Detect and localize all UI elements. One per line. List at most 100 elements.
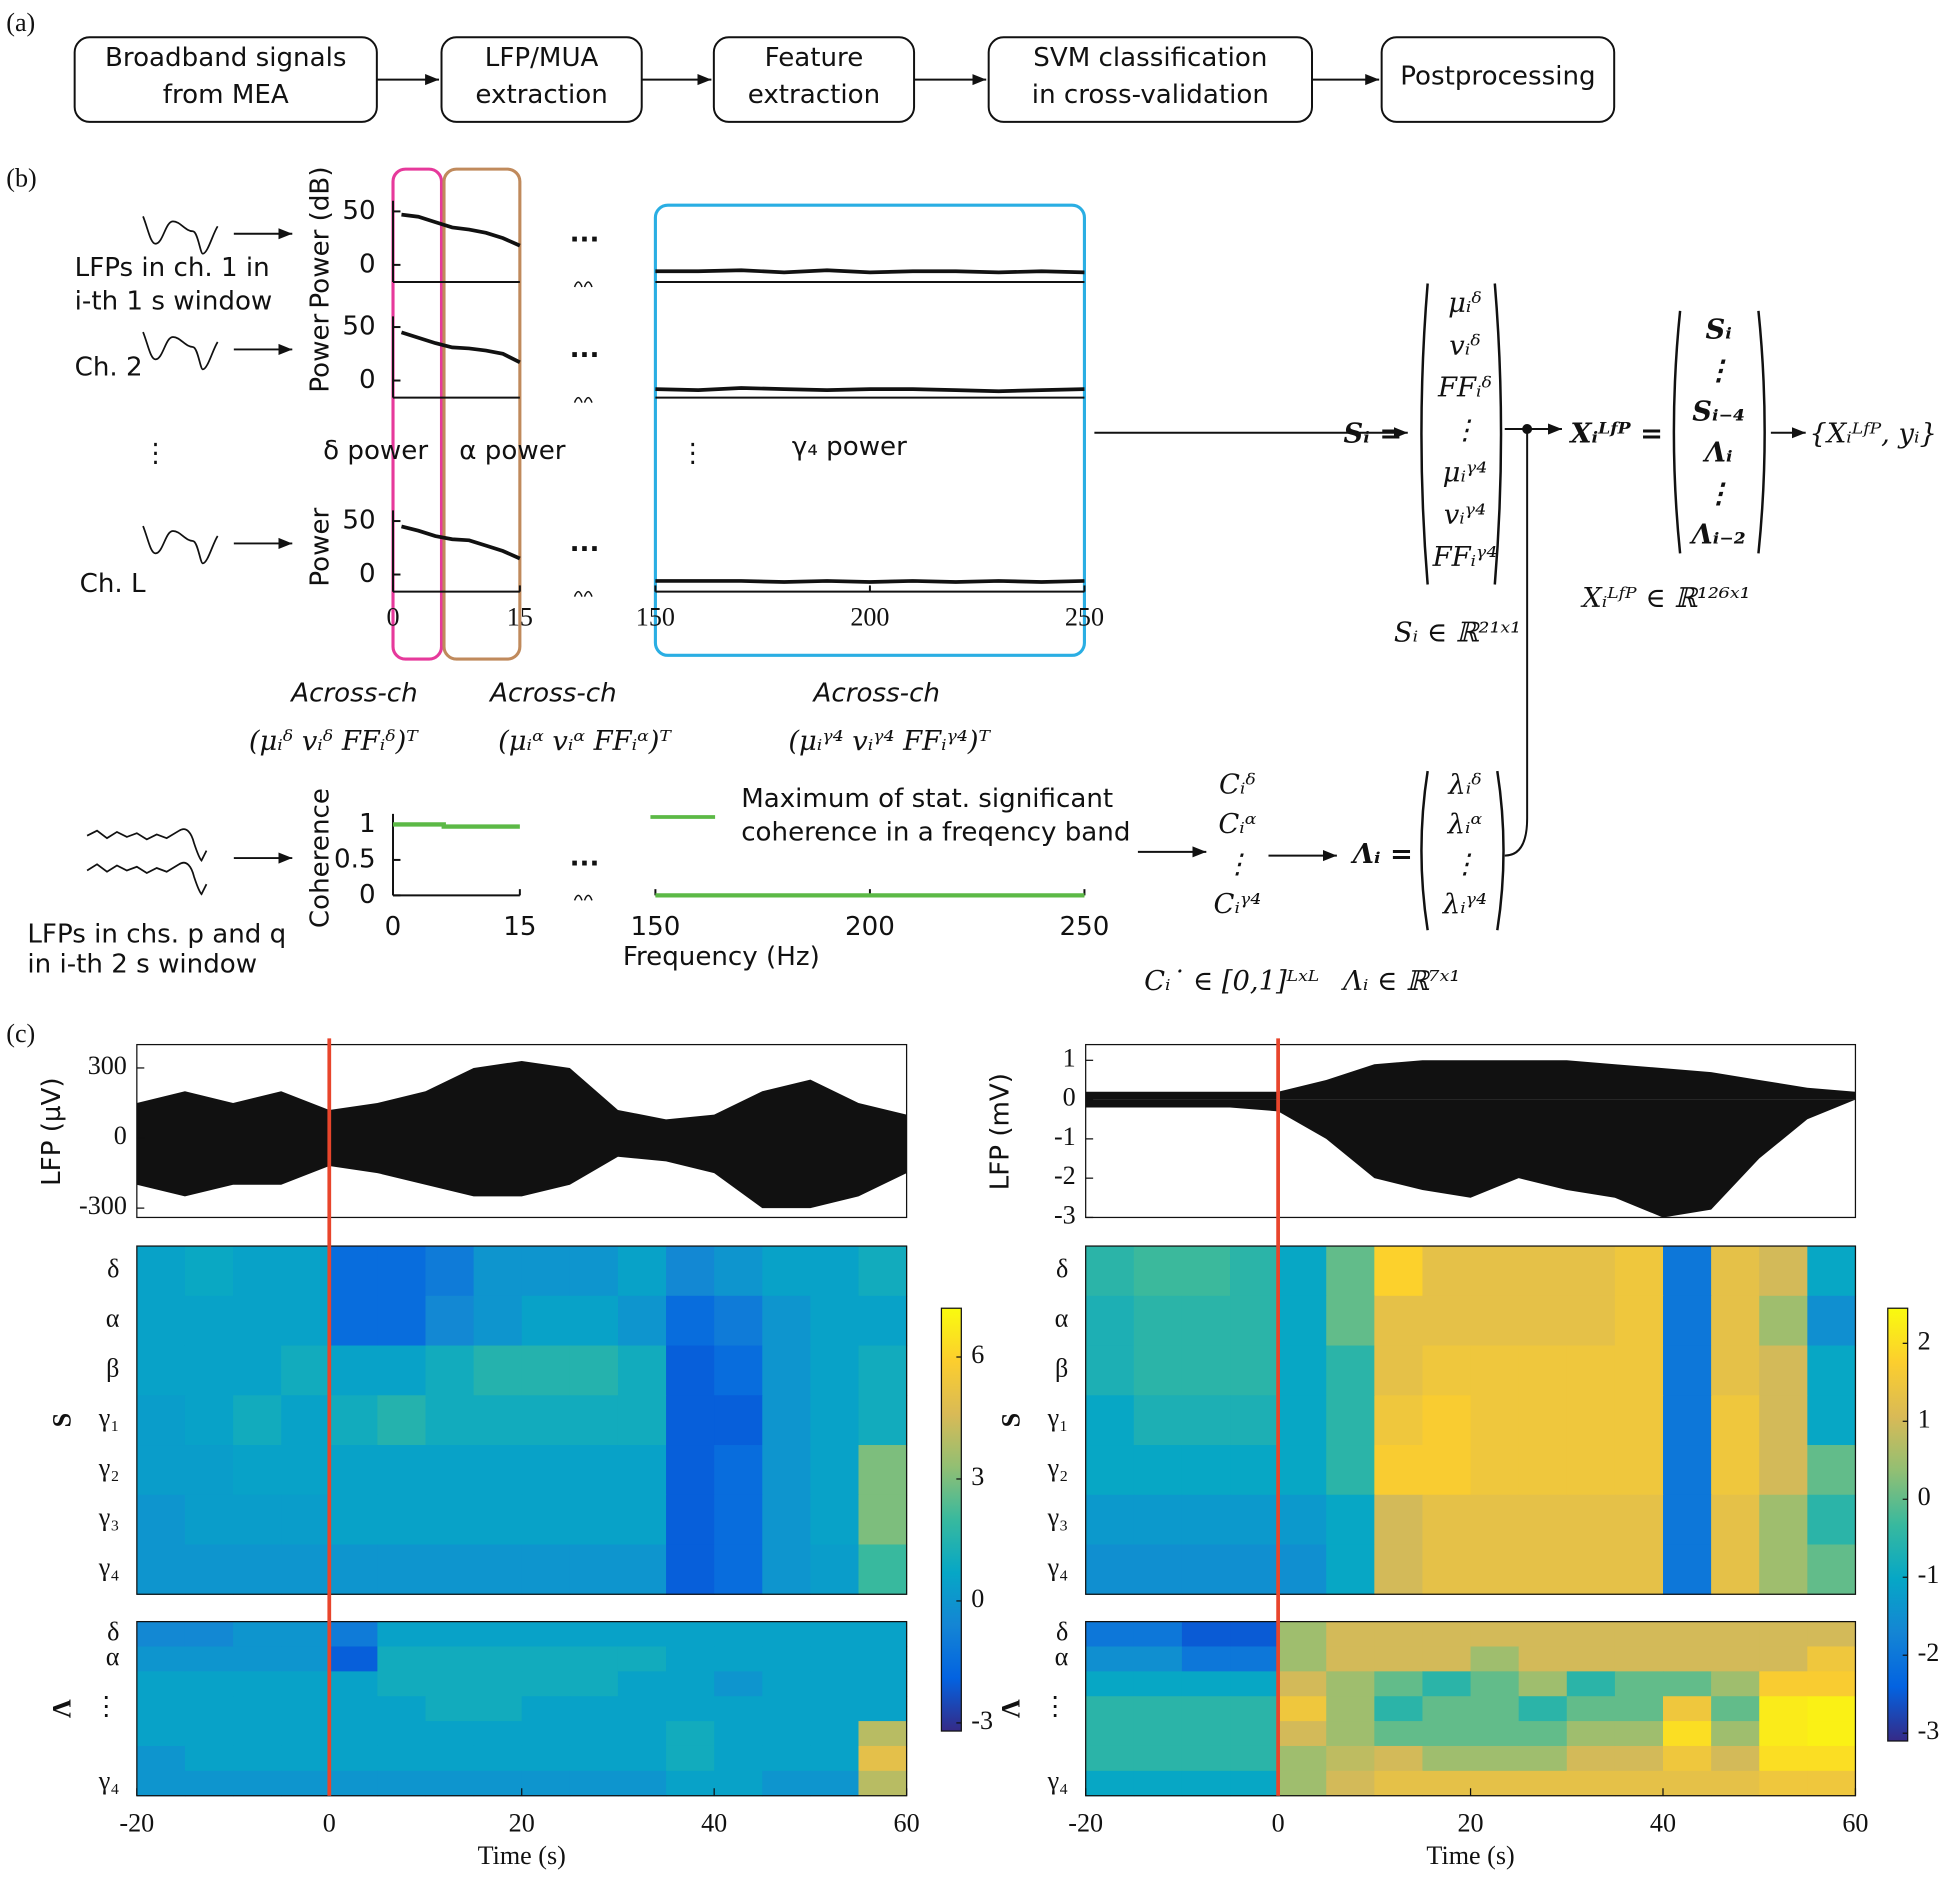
- heatmap-cell: [1566, 1696, 1616, 1722]
- heatmap-cell: [762, 1621, 812, 1648]
- band-vector: (μᵢᵅ vᵢᵅ FFᵢᵅ)ᵀ: [498, 726, 672, 757]
- heatmap-cell: [617, 1395, 667, 1446]
- heatmap-cell: [762, 1395, 812, 1446]
- colorbar-tick-label: 0: [1918, 1482, 1931, 1511]
- heatmap-cell: [1807, 1544, 1857, 1595]
- heatmap-cell: [1230, 1544, 1279, 1595]
- heatmap-cell: [425, 1770, 475, 1797]
- heatmap-cell: [1566, 1544, 1616, 1595]
- x-tick-label: 0: [385, 912, 402, 942]
- heatmap-cell: [377, 1445, 427, 1496]
- heatmap-cell: [666, 1295, 715, 1347]
- heatmap-cell: [425, 1696, 475, 1722]
- heatmap-cell: [425, 1544, 475, 1595]
- heatmap-cell: [1230, 1621, 1279, 1648]
- heatmap-cell: [1374, 1721, 1424, 1747]
- heatmap-cell: [425, 1445, 475, 1496]
- heatmap-cell: [1181, 1345, 1231, 1396]
- heatmap-cell: [1374, 1246, 1424, 1297]
- heatmap-cell: [1566, 1721, 1616, 1747]
- heatmap-cell: [184, 1246, 234, 1297]
- heatmap-cell: [1759, 1721, 1808, 1747]
- heatmap-cell: [1374, 1445, 1424, 1496]
- heatmap-cell: [1230, 1696, 1279, 1722]
- y-axis-label: Power (dB): [305, 166, 335, 308]
- vector-entry: Cᵢᵟ: [1219, 769, 1256, 800]
- heatmap-cell: [1278, 1395, 1327, 1446]
- heatmap-cell: [377, 1770, 427, 1797]
- heatmap-cell: [425, 1295, 475, 1347]
- heatmap-cell: [329, 1246, 379, 1297]
- lfp-lower: [1085, 1099, 1856, 1218]
- axes-frame: [1085, 1043, 1857, 1219]
- heatmap-cell: [1711, 1621, 1760, 1648]
- heatmap-cell: [617, 1671, 667, 1697]
- heatmap-cell: [425, 1345, 475, 1396]
- vector-entry: ⋮: [1451, 415, 1478, 446]
- heatmap-cell: [714, 1646, 763, 1672]
- heatmap-cell: [569, 1646, 619, 1672]
- y-tick-label: 50: [342, 506, 375, 536]
- heatmap-cell: [1470, 1295, 1520, 1347]
- heatmap-cell: [1470, 1745, 1520, 1772]
- heatmap-cell: [1566, 1745, 1616, 1772]
- heatmap-cell: [281, 1745, 330, 1772]
- heatmap-cell: [1470, 1494, 1520, 1546]
- heatmap-cell: [666, 1395, 715, 1446]
- heatmap-cell: [1518, 1246, 1568, 1297]
- heatmap-cell: [521, 1345, 571, 1396]
- heatmap-cell: [858, 1646, 908, 1672]
- heatmap-cell: [233, 1544, 282, 1595]
- heatmap-cell: [1807, 1770, 1857, 1797]
- heatmap-cell: [1807, 1395, 1857, 1446]
- y-tick-label: 0: [359, 880, 376, 910]
- heatmap-cell: [858, 1696, 908, 1722]
- heatmap-cell: [1230, 1745, 1279, 1772]
- heatmap-cell: [1711, 1696, 1760, 1722]
- heatmap-cell: [233, 1745, 282, 1772]
- heatmap-cell: [136, 1395, 186, 1446]
- heatmap-cell: [377, 1295, 427, 1347]
- row-label: γ₁: [1047, 1403, 1069, 1432]
- heatmap-cell: [136, 1621, 186, 1648]
- band-box: [653, 203, 1086, 657]
- band-box: [391, 167, 444, 661]
- axes-frame: [136, 1043, 908, 1219]
- channel-label: i-th 1 s window: [75, 287, 273, 317]
- heatmap-cell: [1759, 1745, 1808, 1772]
- heatmap-cell: [184, 1646, 234, 1672]
- y-axis-label: Power: [305, 507, 335, 586]
- heatmap-cell: [858, 1770, 908, 1797]
- heatmap-cell: [1374, 1671, 1424, 1697]
- heatmap-cell: [1374, 1295, 1424, 1347]
- channel-label: LFPs in ch. 1 in: [75, 253, 270, 283]
- power-curve: [655, 268, 1085, 275]
- heatmap-cell: [1374, 1621, 1424, 1648]
- equation: Λᵢ =: [1350, 838, 1413, 870]
- heatmap-cell: [521, 1494, 571, 1546]
- heatmap-cell: [617, 1494, 667, 1546]
- heatmap-cell: [858, 1494, 908, 1546]
- heatmap-cell: [1230, 1345, 1279, 1396]
- connector: [1504, 429, 1529, 857]
- heatmap-cell: [1518, 1646, 1568, 1672]
- heatmap-cell: [1181, 1696, 1231, 1722]
- lfp-upper: [1085, 1060, 1856, 1100]
- heatmap-cell: [1759, 1696, 1808, 1722]
- heatmap-cell: [1566, 1494, 1616, 1546]
- lfp-lower: [136, 1138, 907, 1209]
- heatmap-cell: [521, 1671, 571, 1697]
- heatmap-cell: [1518, 1721, 1568, 1747]
- heatmap-cell: [1470, 1345, 1520, 1396]
- band-across: Across-ch: [812, 678, 940, 708]
- heatmap-cell: [762, 1696, 812, 1722]
- heatmap-cell: [184, 1770, 234, 1797]
- heatmap-cell: [1614, 1745, 1664, 1772]
- heatmap-cell: [762, 1246, 812, 1297]
- axes-frame: [1085, 1245, 1857, 1595]
- heatmap-cell: [1614, 1544, 1664, 1595]
- heatmap-cell: [184, 1494, 234, 1546]
- heatmap-cell: [1807, 1745, 1857, 1772]
- vector-entry: Sᵢ: [1706, 313, 1732, 345]
- ellipsis: ...: [570, 528, 600, 558]
